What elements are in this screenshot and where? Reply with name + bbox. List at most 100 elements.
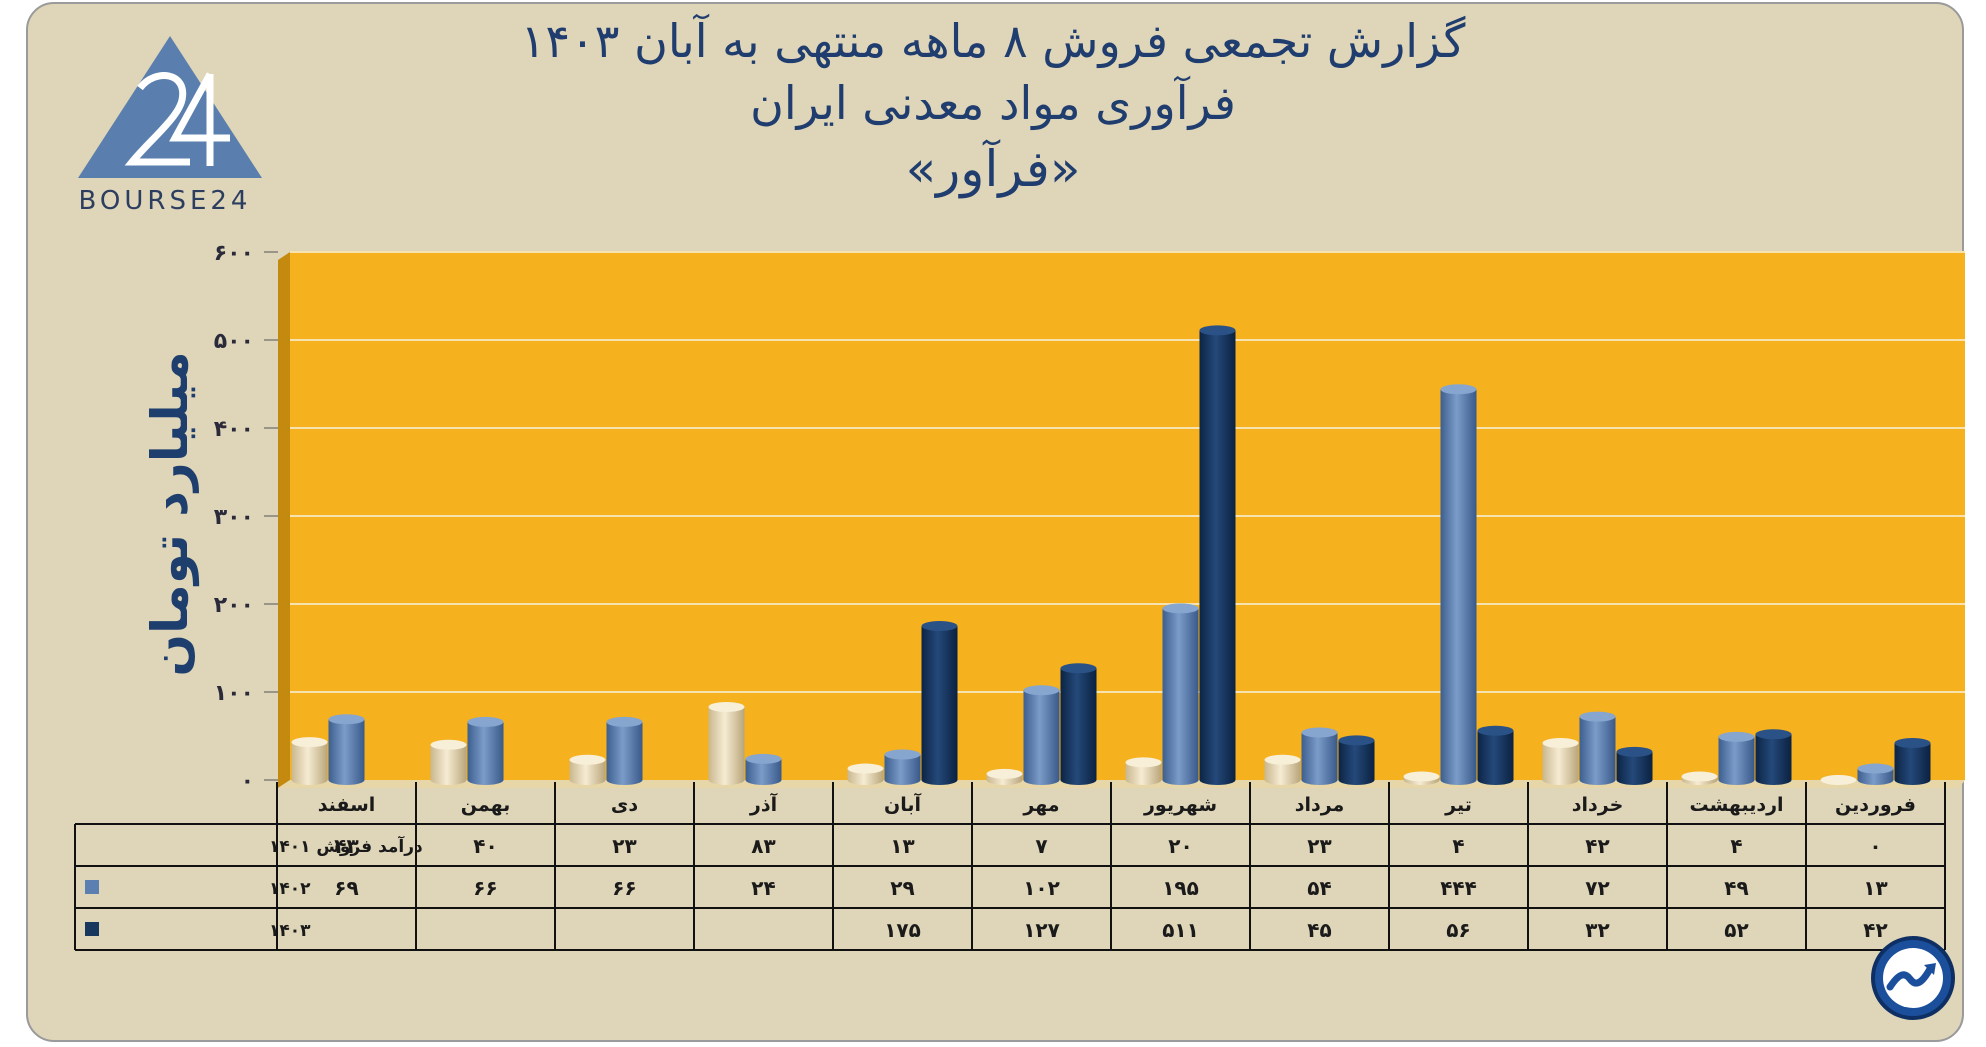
legend-label: ۱۴۰۲ (269, 879, 311, 899)
y-tick-label: ۴۰۰ (214, 417, 254, 442)
bar-body (1060, 668, 1097, 780)
table-cell: ۱۲۷ (1023, 918, 1060, 942)
bar-body (1264, 759, 1301, 780)
bar (1060, 663, 1097, 785)
bar (1542, 738, 1579, 785)
bar-cap (1820, 775, 1857, 785)
bar (1199, 325, 1236, 785)
bar-body (921, 626, 958, 780)
bar-base (1857, 775, 1894, 785)
table-cell: ۳۲ (1585, 918, 1609, 942)
bar-body (430, 744, 467, 780)
bar-cap (1162, 603, 1199, 614)
bar-body (1199, 330, 1236, 780)
table-cell: ۵۱۱ (1162, 918, 1199, 942)
y-tick-label: ۰ (241, 769, 254, 794)
bar (291, 737, 328, 785)
table-cell: ۱۳ (890, 834, 914, 858)
bar-cap (1542, 738, 1579, 749)
table-cell: ۶۹ (334, 876, 358, 900)
bar-cap (1440, 384, 1477, 395)
table-cell: ۱۰۲ (1023, 876, 1060, 900)
x-tick-label: مرداد (1295, 794, 1345, 816)
table-cell: ۵۶ (1446, 918, 1470, 942)
table-cell: ۲۳ (1307, 834, 1331, 858)
bar-body (1477, 730, 1514, 780)
table-cell: ۴۳ (334, 834, 358, 858)
bar-cap (1681, 771, 1718, 782)
bar-base (1440, 775, 1477, 785)
bar-cap (467, 716, 504, 727)
table-cell: ۴۵ (1307, 918, 1331, 942)
bar-cap (884, 749, 921, 760)
x-tick-label: اردیبهشت (1689, 794, 1783, 816)
bar-cap (1023, 685, 1060, 696)
bars (291, 325, 1931, 785)
bar-body (1857, 768, 1894, 780)
bar-cap (745, 753, 782, 764)
y-tick-label: ۱۰۰ (214, 681, 254, 706)
bar-body (467, 721, 504, 780)
chart-title-line-1: گزارش تجمعی فروش ۸ ماهه منتهی به آبان ۱۴… (520, 14, 1466, 68)
bar (921, 621, 958, 785)
bar-cap (1338, 735, 1375, 746)
bar (1301, 727, 1338, 785)
bar-body (606, 721, 643, 780)
bar-base (1755, 775, 1792, 785)
data-table: فروردین اردیبهشت خرداد تیر مرداد شهریور مهر آبا… (74, 782, 1946, 951)
y-tick-label: ۲۰۰ (214, 593, 254, 618)
bar-base (1162, 775, 1199, 785)
table-cell: ۴۴۴ (1440, 876, 1477, 900)
bar-base (1542, 775, 1579, 785)
table-cell: ۴ (1730, 834, 1742, 858)
bar-body (847, 768, 884, 780)
bar-cap (606, 716, 643, 727)
x-tick-label: اسفند (318, 794, 376, 816)
table-cell: ۸۳ (751, 834, 775, 858)
plot-side-wall (278, 252, 290, 788)
table-cell: ۷۲ (1585, 876, 1609, 900)
bar-cap (1477, 725, 1514, 736)
bar-base (606, 775, 643, 785)
bar-cap (708, 701, 745, 712)
bar (1338, 735, 1375, 785)
table-cell: ۴ (1452, 834, 1464, 858)
bar-cap (847, 763, 884, 774)
legend-swatch (85, 880, 99, 894)
bar-cap (1403, 771, 1440, 782)
y-tick-label: ۶۰۰ (214, 241, 254, 266)
bar-cap (921, 621, 958, 631)
plot-floor (278, 780, 1965, 788)
bar-body (1440, 389, 1477, 780)
table-cell: ۷ (1035, 834, 1047, 858)
x-tick-label: شهریور (1143, 794, 1217, 816)
bar-cap (1060, 663, 1097, 674)
bar (1440, 384, 1477, 785)
x-tick-label: آذر (749, 792, 778, 816)
bar-base (1125, 775, 1162, 785)
table-cell: ۱۷۵ (884, 918, 921, 942)
bar-cap (1579, 711, 1616, 722)
bar (1857, 763, 1894, 785)
bar-body (328, 719, 365, 780)
table-cell: ۲۳ (612, 834, 636, 858)
table-cell: ۴۰ (473, 834, 497, 858)
bar-body (1301, 732, 1338, 780)
bar-base (291, 775, 328, 785)
bar (1579, 711, 1616, 785)
table-cell: ۲۰ (1168, 834, 1192, 858)
bar (708, 701, 745, 785)
table-cell: ۶۶ (473, 876, 497, 900)
table-cell: ۵۴ (1307, 876, 1331, 900)
bar (986, 768, 1023, 785)
bar-base (1718, 775, 1755, 785)
bar-base (328, 775, 365, 785)
bar-body (569, 759, 606, 780)
bar-body (1894, 743, 1931, 780)
bar-base (921, 775, 958, 785)
bar (1477, 725, 1514, 785)
bar-body (1718, 736, 1755, 780)
bar-base (1338, 775, 1375, 785)
table-cell: ۶۶ (612, 876, 636, 900)
